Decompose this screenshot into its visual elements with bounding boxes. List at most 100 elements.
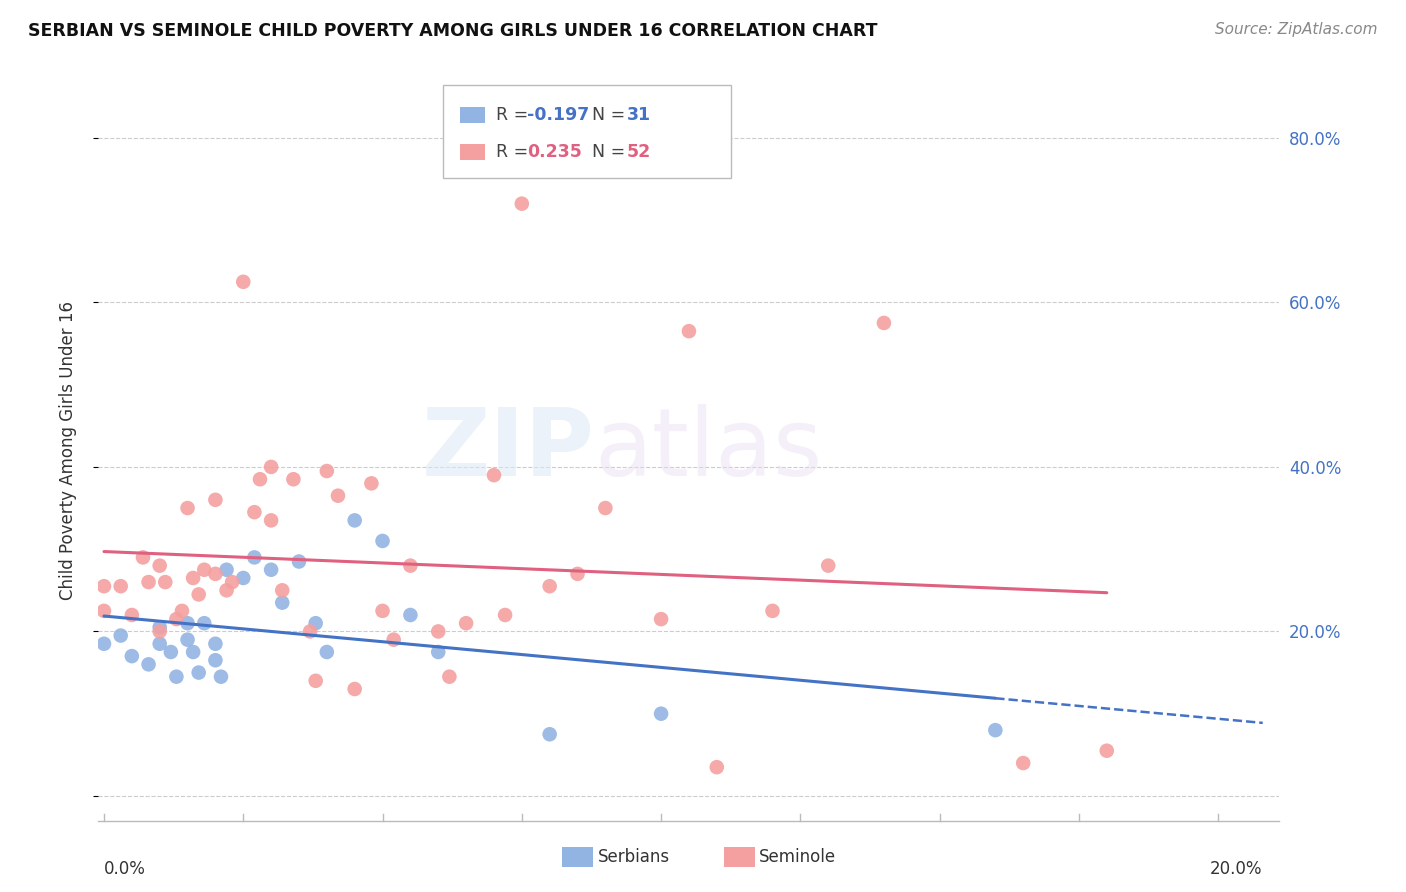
Point bbox=[138, 657, 160, 672]
Point bbox=[382, 632, 405, 647]
Text: R =: R = bbox=[496, 144, 534, 161]
Point bbox=[187, 587, 209, 601]
Point bbox=[193, 563, 215, 577]
Point bbox=[271, 596, 294, 610]
Point bbox=[215, 583, 238, 598]
Point bbox=[399, 607, 422, 622]
Point bbox=[439, 670, 461, 684]
Point bbox=[315, 645, 337, 659]
Point bbox=[193, 616, 215, 631]
Point bbox=[427, 645, 450, 659]
Point bbox=[538, 727, 561, 741]
Point bbox=[176, 632, 198, 647]
Text: 31: 31 bbox=[627, 106, 651, 124]
Point bbox=[260, 459, 283, 474]
Y-axis label: Child Poverty Among Girls Under 16: Child Poverty Among Girls Under 16 bbox=[59, 301, 77, 600]
Text: Serbians: Serbians bbox=[598, 848, 669, 866]
Point bbox=[538, 579, 561, 593]
Point bbox=[399, 558, 422, 573]
Point bbox=[155, 575, 177, 590]
Point bbox=[149, 558, 172, 573]
Point bbox=[260, 563, 283, 577]
Text: Seminole: Seminole bbox=[759, 848, 837, 866]
Point bbox=[283, 472, 305, 486]
Point bbox=[326, 489, 349, 503]
Text: ZIP: ZIP bbox=[422, 404, 595, 497]
Point bbox=[93, 637, 115, 651]
Text: -0.197: -0.197 bbox=[527, 106, 589, 124]
Text: 20.0%: 20.0% bbox=[1211, 860, 1263, 878]
Point bbox=[315, 464, 337, 478]
Point bbox=[567, 566, 589, 581]
Point bbox=[110, 579, 132, 593]
Point bbox=[204, 492, 226, 507]
Point bbox=[138, 575, 160, 590]
Point bbox=[817, 558, 839, 573]
Point bbox=[305, 616, 328, 631]
Point bbox=[595, 501, 617, 516]
Point bbox=[232, 571, 254, 585]
Text: N =: N = bbox=[581, 144, 630, 161]
Point bbox=[204, 637, 226, 651]
Point bbox=[149, 624, 172, 639]
Point bbox=[494, 607, 516, 622]
Point bbox=[187, 665, 209, 680]
Point bbox=[121, 607, 143, 622]
Point bbox=[160, 645, 183, 659]
Point bbox=[706, 760, 728, 774]
Point bbox=[510, 196, 533, 211]
Point bbox=[176, 616, 198, 631]
Point bbox=[204, 566, 226, 581]
Point bbox=[215, 563, 238, 577]
Point bbox=[650, 612, 672, 626]
Text: 0.235: 0.235 bbox=[527, 144, 582, 161]
Point bbox=[93, 604, 115, 618]
Point bbox=[456, 616, 478, 631]
Point bbox=[204, 653, 226, 667]
Point bbox=[165, 612, 187, 626]
Point bbox=[678, 324, 700, 338]
Point bbox=[93, 579, 115, 593]
Text: 0.0%: 0.0% bbox=[104, 860, 146, 878]
Point bbox=[371, 604, 394, 618]
Point bbox=[305, 673, 328, 688]
Point bbox=[427, 624, 450, 639]
Point bbox=[165, 670, 187, 684]
Point bbox=[243, 505, 266, 519]
Point bbox=[221, 575, 243, 590]
Point bbox=[121, 649, 143, 664]
Text: Source: ZipAtlas.com: Source: ZipAtlas.com bbox=[1215, 22, 1378, 37]
Point bbox=[176, 501, 198, 516]
Point bbox=[343, 681, 366, 696]
Point bbox=[132, 550, 155, 565]
Point bbox=[1095, 744, 1118, 758]
Point bbox=[650, 706, 672, 721]
Point bbox=[209, 670, 232, 684]
Point bbox=[232, 275, 254, 289]
Point bbox=[984, 723, 1007, 738]
Point bbox=[243, 550, 266, 565]
Text: SERBIAN VS SEMINOLE CHILD POVERTY AMONG GIRLS UNDER 16 CORRELATION CHART: SERBIAN VS SEMINOLE CHILD POVERTY AMONG … bbox=[28, 22, 877, 40]
Point bbox=[343, 513, 366, 527]
Point bbox=[110, 628, 132, 642]
Point bbox=[149, 637, 172, 651]
Point bbox=[482, 468, 505, 483]
Text: N =: N = bbox=[581, 106, 630, 124]
Point bbox=[360, 476, 382, 491]
Point bbox=[249, 472, 271, 486]
Point bbox=[181, 645, 204, 659]
Point bbox=[271, 583, 294, 598]
Point bbox=[149, 620, 172, 634]
Point bbox=[181, 571, 204, 585]
Point bbox=[873, 316, 896, 330]
Text: atlas: atlas bbox=[595, 404, 823, 497]
Point bbox=[299, 624, 322, 639]
Text: R =: R = bbox=[496, 106, 534, 124]
Point bbox=[1012, 756, 1035, 770]
Point bbox=[761, 604, 783, 618]
Point bbox=[260, 513, 283, 527]
Text: 52: 52 bbox=[627, 144, 651, 161]
Point bbox=[288, 554, 311, 569]
Point bbox=[170, 604, 193, 618]
Point bbox=[371, 533, 394, 548]
